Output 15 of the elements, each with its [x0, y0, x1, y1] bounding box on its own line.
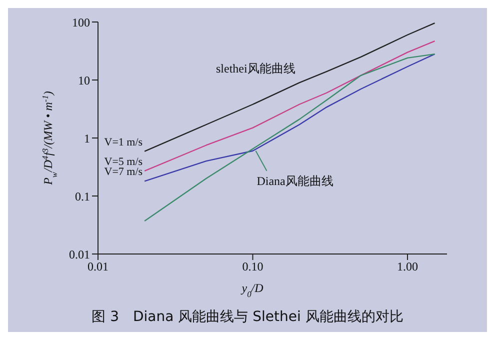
x-tick-label: 0.01: [88, 260, 108, 274]
y-tick-label: 1: [84, 131, 90, 146]
y-tick-label: 10: [78, 73, 90, 88]
x-tick-label: 1.00: [396, 260, 418, 274]
y-tick-label: 0.01: [69, 247, 90, 262]
series-label: V=7 m/s: [104, 166, 143, 178]
x-axis-title: y$_{0}$/D: [240, 281, 264, 298]
legend-label: Diana风能曲线: [256, 174, 334, 188]
y-tick-label: 100: [72, 15, 90, 30]
y-tick-label: 0.1: [75, 189, 90, 204]
series-label: V=1 m/s: [104, 136, 143, 148]
text: 图 3 Diana 风能曲线与 Slethei 风能曲线的对比: [90, 308, 404, 326]
annotation: slethei风能曲线: [216, 62, 296, 76]
x-tick-label: 0.10: [242, 260, 264, 274]
series-label: V=5 m/s: [104, 156, 143, 168]
